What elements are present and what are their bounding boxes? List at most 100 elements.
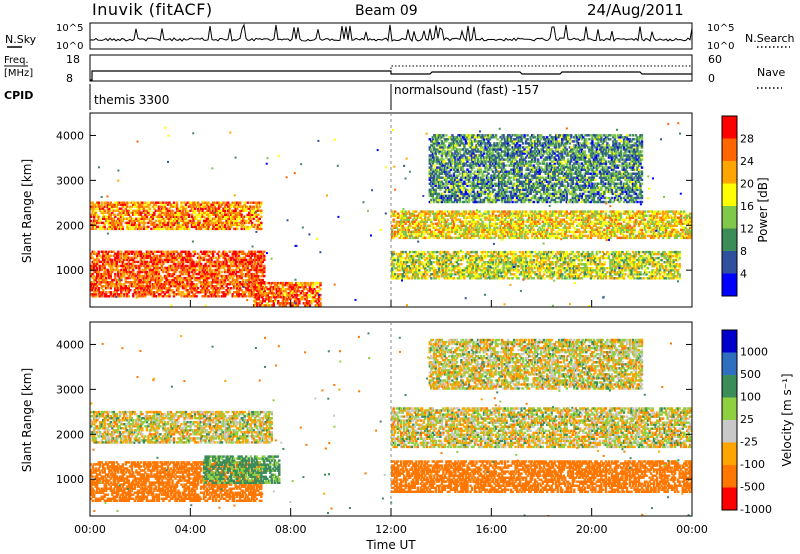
- power-cell: [687, 222, 690, 225]
- power-cell: [198, 258, 201, 262]
- power-cell: [579, 216, 582, 219]
- power-cell: [225, 258, 228, 262]
- power-cell: [111, 285, 114, 288]
- power-cell: [127, 264, 130, 268]
- power-cell: [189, 287, 192, 290]
- power-cell: [517, 226, 520, 229]
- power-cell: [292, 292, 295, 295]
- power-cell: [118, 287, 121, 290]
- power-cell: [132, 258, 135, 262]
- power-cell: [103, 215, 106, 218]
- power-cell: [556, 222, 559, 225]
- power-cell: [91, 266, 94, 270]
- power-cell: [648, 224, 651, 227]
- power-cell: [180, 293, 183, 296]
- power-cell: [114, 276, 117, 280]
- power-cell: [407, 216, 410, 219]
- power-cell: [307, 283, 310, 287]
- power-cell: [394, 230, 397, 234]
- power-cell: [397, 224, 400, 227]
- power-cell: [664, 224, 668, 227]
- power-cell: [503, 224, 507, 227]
- power-cell: [217, 262, 221, 266]
- power-cell: [616, 236, 620, 240]
- power-cell: [289, 298, 292, 301]
- power-cell: [100, 295, 103, 298]
- power-cell: [537, 220, 540, 223]
- power-cell: [680, 236, 683, 240]
- power-cell: [139, 225, 143, 229]
- power-cell: [126, 209, 129, 212]
- power-cell: [392, 256, 395, 260]
- power-cell: [234, 252, 237, 256]
- power-cell: [186, 258, 189, 262]
- power-cell: [251, 201, 254, 204]
- power-cell: [615, 230, 618, 234]
- power-cell: [96, 219, 99, 223]
- power-cell: [117, 252, 120, 256]
- power-cell: [648, 220, 651, 223]
- power-cell: [550, 228, 553, 231]
- cpid-strip: CPID themis 3300 normalsound (fast) -157: [4, 83, 539, 110]
- power-cell: [207, 289, 210, 292]
- power-cell: [416, 220, 419, 223]
- power-cell: [558, 212, 561, 215]
- power-cell: [184, 213, 188, 216]
- power-cell: [263, 268, 266, 272]
- power-cell: [597, 232, 600, 236]
- power-cell: [639, 222, 642, 225]
- power-cell: [534, 220, 537, 223]
- power-cell: [479, 234, 483, 238]
- power-cell: [141, 252, 144, 256]
- power-cell: [141, 201, 144, 204]
- power-cell: [502, 228, 505, 231]
- power-cell: [211, 213, 215, 216]
- power-cell: [199, 274, 203, 278]
- power-cell: [503, 232, 507, 236]
- power-cell: [401, 226, 404, 229]
- power-cell: [592, 230, 596, 234]
- power-cell: [217, 227, 221, 231]
- power-cell: [251, 254, 254, 258]
- power-cell: [114, 272, 117, 276]
- power-cell: [594, 228, 597, 231]
- power-cell: [271, 300, 274, 303]
- power-cell: [552, 210, 555, 213]
- cpid-mode-1: themis 3300: [94, 93, 169, 107]
- power-cell: [467, 228, 471, 231]
- power-cell: [509, 220, 513, 223]
- power-cell: [514, 214, 517, 217]
- power-cell: [251, 215, 254, 218]
- power-cell: [463, 210, 466, 213]
- power-cell: [168, 272, 171, 276]
- power-cell: [193, 207, 197, 210]
- power-cell: [443, 222, 447, 225]
- power-cell: [117, 201, 120, 204]
- power-cell: [195, 221, 198, 225]
- power-cell: [228, 250, 231, 253]
- power-cell: [124, 203, 127, 206]
- power-cell: [245, 268, 248, 272]
- power-cell: [430, 218, 433, 221]
- power-cell: [186, 225, 189, 229]
- power-cell: [670, 216, 674, 219]
- power-cell: [106, 295, 109, 298]
- power-cell: [255, 207, 258, 210]
- power-cell: [223, 250, 227, 253]
- power-cell: [246, 278, 249, 282]
- power-cell: [257, 219, 260, 223]
- power-cell: [114, 213, 117, 216]
- power-cell: [561, 214, 564, 217]
- power-cell: [240, 262, 243, 266]
- power-cell: [100, 211, 103, 214]
- power-cell: [645, 214, 648, 217]
- power-cell: [295, 285, 298, 289]
- power-cell: [642, 212, 645, 215]
- power-cell: [180, 260, 183, 264]
- power-cell: [553, 218, 556, 221]
- power-cell: [105, 260, 108, 264]
- power-cell: [610, 222, 614, 225]
- power-cell: [308, 294, 312, 297]
- power-cell: [251, 293, 254, 296]
- power-cell: [509, 218, 513, 221]
